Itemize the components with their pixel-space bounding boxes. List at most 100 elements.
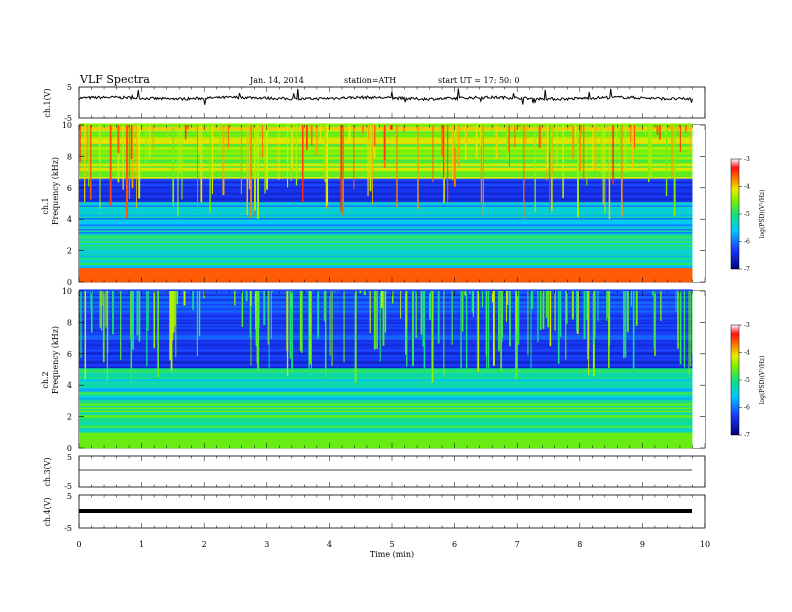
- sferic-line: [606, 291, 608, 321]
- sferic-line: [241, 291, 244, 327]
- freq-band: [79, 216, 693, 218]
- sferic-line: [184, 125, 187, 140]
- sferic-line: [475, 125, 478, 158]
- sferic-line: [525, 125, 527, 144]
- sferic-line: [84, 291, 87, 380]
- sferic-line: [507, 291, 509, 305]
- sferic-line: [340, 125, 342, 212]
- freq-band: [79, 227, 693, 229]
- sferic-line: [290, 291, 292, 309]
- freq-band: [79, 241, 693, 244]
- freq-band: [79, 260, 693, 262]
- sferic-line: [551, 125, 553, 212]
- sferic-line: [644, 125, 646, 145]
- freq-band: [79, 187, 693, 190]
- freq-band: [79, 386, 693, 389]
- sferic-line: [270, 291, 272, 339]
- freq-band: [79, 150, 693, 152]
- freq-band: [79, 430, 693, 433]
- sferic-line: [476, 291, 478, 370]
- sferic-line: [309, 291, 312, 365]
- sferic-line: [209, 125, 211, 213]
- sferic-line: [302, 125, 304, 202]
- sferic-line: [308, 291, 310, 379]
- sferic-line: [679, 125, 681, 153]
- sferic-line: [405, 291, 407, 355]
- sferic-line: [520, 125, 523, 133]
- sferic-line: [691, 291, 693, 355]
- freq-band: [79, 358, 693, 361]
- sferic-line: [562, 125, 564, 199]
- freq-band: [79, 383, 693, 386]
- freq-band: [79, 253, 693, 256]
- freq-band: [79, 211, 693, 214]
- sferic-line: [264, 125, 266, 194]
- sferic-line: [84, 125, 86, 202]
- freq-band: [79, 345, 693, 348]
- sferic-line: [396, 125, 398, 208]
- freq-band: [79, 350, 693, 353]
- y-tick-label: 6: [67, 184, 72, 193]
- sferic-line: [271, 291, 273, 292]
- sferic-line: [132, 291, 134, 350]
- sferic-line: [117, 125, 120, 154]
- sferic-line: [530, 291, 532, 379]
- sferic-line: [311, 125, 313, 134]
- sferic-line: [453, 125, 456, 187]
- freq-band: [79, 349, 693, 351]
- sferic-line: [586, 125, 588, 186]
- x-tick-label: 5: [389, 540, 394, 549]
- sferic-line: [369, 125, 372, 192]
- freq-band: [79, 372, 693, 375]
- freq-band: [79, 167, 693, 170]
- freq-band: [79, 245, 693, 248]
- sferic-line: [240, 125, 242, 194]
- sferic-line: [324, 125, 326, 183]
- freq-band: [79, 190, 693, 193]
- sferic-line: [604, 125, 606, 214]
- sferic-line: [249, 291, 252, 338]
- sferic-line: [465, 125, 467, 143]
- colorbar-tick-label: -5: [744, 377, 750, 384]
- colorbar-tick-label: -4: [744, 184, 750, 191]
- sferic-line: [411, 291, 414, 367]
- freq-band: [79, 369, 693, 372]
- ch1-colorbar-label: log(PSD)(V²/Hz): [759, 190, 766, 239]
- sferic-line: [539, 291, 542, 330]
- sferic-line: [286, 125, 289, 188]
- start-time-label: start UT = 17: 50: 0: [438, 76, 519, 85]
- sferic-line: [431, 291, 434, 383]
- ch3-ytick-top: 5: [67, 453, 72, 462]
- sferic-line: [172, 125, 174, 207]
- sferic-line: [170, 291, 173, 371]
- freq-band: [79, 416, 693, 419]
- y-tick-label: 2: [67, 247, 72, 256]
- sferic-line: [594, 125, 597, 171]
- freq-band: [79, 239, 693, 242]
- freq-band: [79, 433, 693, 436]
- sferic-line: [556, 125, 558, 165]
- sferic-line: [491, 125, 493, 134]
- sferic-line: [234, 291, 236, 306]
- sferic-line: [506, 125, 509, 161]
- freq-band: [79, 223, 693, 226]
- sferic-line: [353, 125, 355, 190]
- freq-band: [79, 380, 693, 383]
- sferic-line: [509, 125, 510, 167]
- sferic-line: [117, 125, 120, 183]
- sferic-line: [423, 291, 426, 385]
- sferic-line: [619, 125, 621, 152]
- freq-band: [79, 173, 693, 176]
- freq-band: [79, 184, 693, 187]
- sferic-line: [683, 291, 686, 368]
- sferic-line: [676, 125, 679, 136]
- x-tick-label: 2: [202, 540, 207, 549]
- freq-band: [79, 212, 693, 215]
- freq-band: [79, 131, 693, 134]
- ch4-ylabel: ch.4(V): [43, 497, 52, 526]
- sferic-line: [688, 291, 690, 376]
- sferic-line: [363, 291, 366, 296]
- sferic-line: [576, 291, 578, 332]
- freq-band: [79, 344, 693, 347]
- sferic-line: [166, 125, 169, 137]
